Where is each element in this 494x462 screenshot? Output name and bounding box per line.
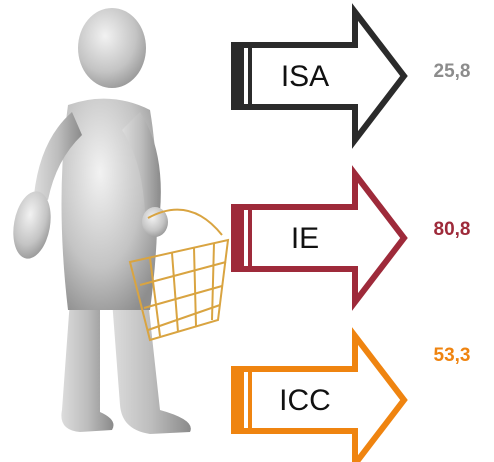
arrow-bar	[248, 45, 252, 107]
infographic: ISA 25,8 IE 80,8 ICC 53,3	[0, 0, 494, 462]
arrow-label: ICC	[279, 384, 331, 417]
arrow-label: ISA	[281, 60, 329, 93]
arrow-bar	[234, 369, 244, 431]
person-figure	[8, 8, 190, 434]
arrow-bar	[234, 45, 244, 107]
arrow-label: IE	[291, 222, 319, 255]
value: 53,3	[434, 345, 471, 366]
arrow-bar	[248, 369, 252, 431]
arrow-bar	[234, 207, 244, 269]
arrow-bar	[248, 207, 252, 269]
value: 25,8	[434, 61, 471, 82]
page: {"items": [ {"label": "ISA", "value": "2…	[0, 0, 494, 462]
value: 80,8	[434, 219, 471, 240]
